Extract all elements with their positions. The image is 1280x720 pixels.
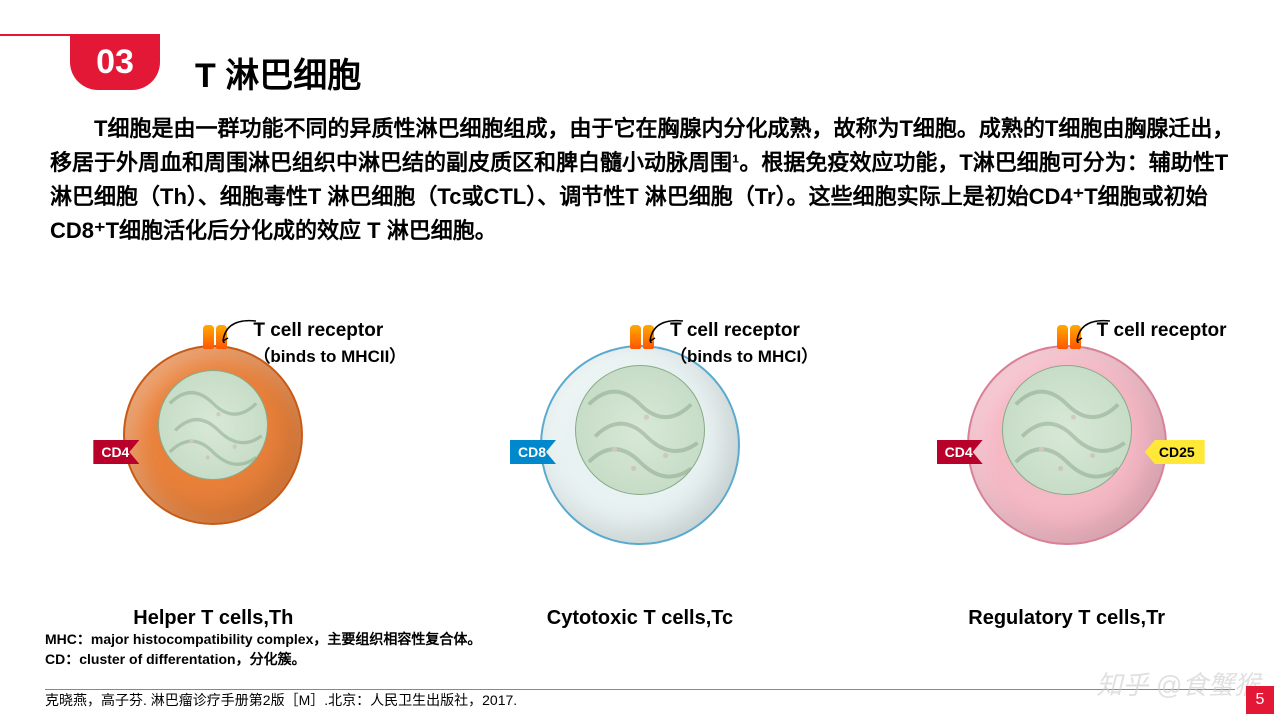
cell-nucleus <box>575 365 705 495</box>
cell-diagrams: T cell receptor（binds to MHCII）CD4Helper… <box>0 310 1280 610</box>
reference: 克晓燕，高子芬. 淋巴瘤诊疗手册第2版［M］.北京：人民卫生出版社，2017. <box>45 690 517 710</box>
glossary: MHC：major histocompatibility complex，主要组… <box>45 630 481 669</box>
cell-0: T cell receptor（binds to MHCII）CD4Helper… <box>23 310 403 590</box>
cell-1: T cell receptor（binds to MHCI）CD8Cytotox… <box>450 310 830 590</box>
cell-caption: Cytotoxic T cells,Tc <box>450 607 830 630</box>
marker-cd25: CD25 <box>1145 440 1205 464</box>
cell-nucleus <box>158 370 268 480</box>
cell-caption: Regulatory T cells,Tr <box>877 607 1257 630</box>
watermark: 知乎 @食蟹猴 <box>1096 665 1260 702</box>
cell-nucleus <box>1002 365 1132 495</box>
body-paragraph: T细胞是由一群功能不同的异质性淋巴细胞组成，由于它在胸腺内分化成熟，故称为T细胞… <box>50 112 1235 248</box>
gloss-line: CD：cluster of differentation，分化簇。 <box>45 650 481 670</box>
section-number: 03 <box>70 34 160 90</box>
page-number: 5 <box>1246 686 1274 714</box>
page-title: T 淋巴细胞 <box>195 48 361 97</box>
tcr-label: T cell receptor（binds to MHCII） <box>253 320 403 368</box>
gloss-line: MHC：major histocompatibility complex，主要组… <box>45 630 481 650</box>
tcr-label: T cell receptor <box>1097 320 1227 342</box>
cell-caption: Helper T cells,Th <box>23 607 403 630</box>
cell-2: T cell receptorCD4CD25Regulatory T cells… <box>877 310 1257 590</box>
tcr-label: T cell receptor（binds to MHCI） <box>670 320 818 368</box>
